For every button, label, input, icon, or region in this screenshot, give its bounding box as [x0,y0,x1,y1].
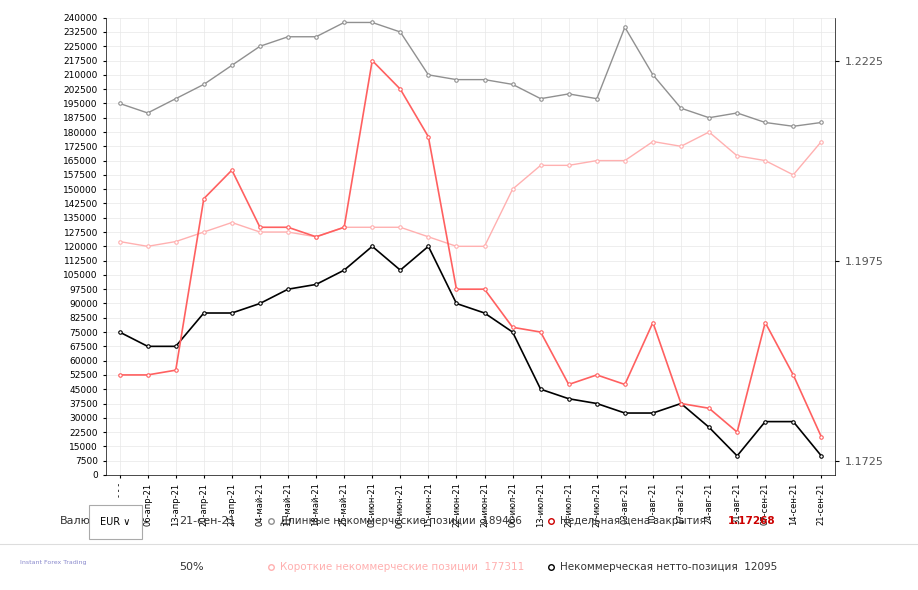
Text: Instant Forex Trading: Instant Forex Trading [19,560,86,565]
FancyBboxPatch shape [89,506,142,539]
Text: EUR ∨: EUR ∨ [100,517,131,527]
Text: instaforex: instaforex [23,526,83,536]
Text: Короткие некоммерческие позиции  177311: Короткие некоммерческие позиции 177311 [280,562,524,572]
Text: Некоммерческая нетто-позиция  12095: Некоммерческая нетто-позиция 12095 [560,562,778,572]
Text: Недельная цена закрытия: Недельная цена закрытия [560,516,712,526]
Text: Валюта:: Валюта: [60,516,107,526]
Text: Длинные некоммерческие позиции  189406: Длинные некоммерческие позиции 189406 [280,516,521,526]
Text: 21-сен-21: 21-сен-21 [179,516,236,526]
Text: 50%: 50% [179,562,204,572]
Text: 1.17268: 1.17268 [728,516,776,526]
